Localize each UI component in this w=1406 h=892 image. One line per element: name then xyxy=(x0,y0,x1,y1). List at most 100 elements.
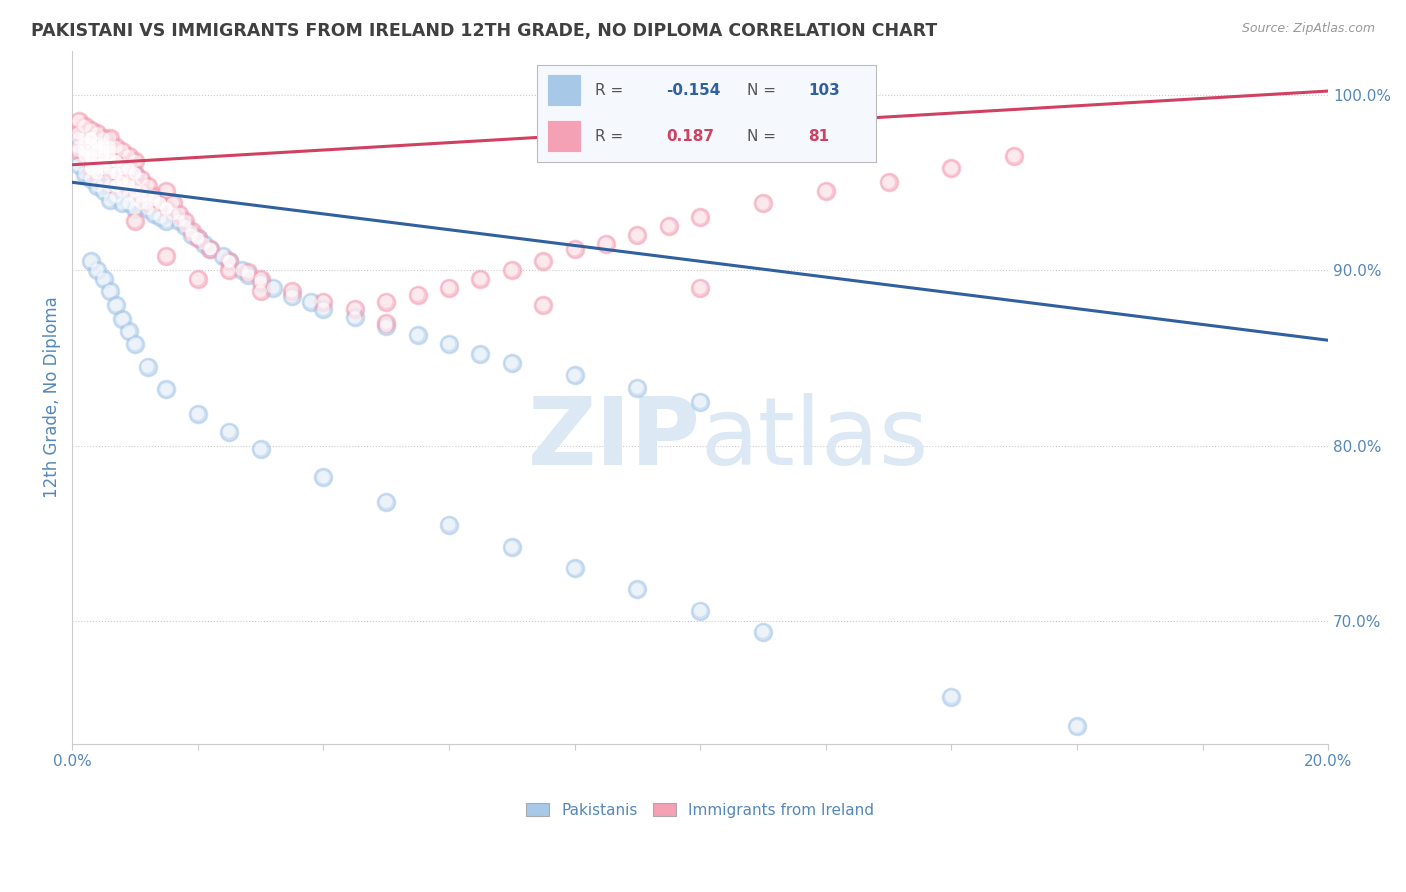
Point xyxy=(98,149,121,163)
Point xyxy=(218,254,240,268)
Point xyxy=(131,196,153,211)
Point xyxy=(80,149,103,163)
Point xyxy=(80,161,103,176)
Point xyxy=(142,189,165,203)
Point xyxy=(105,167,128,181)
Point xyxy=(437,517,460,532)
Point xyxy=(136,202,159,216)
Point xyxy=(626,582,648,597)
Point xyxy=(80,171,103,186)
Point xyxy=(501,356,523,370)
Point xyxy=(218,263,240,277)
Point xyxy=(262,280,284,294)
Point xyxy=(98,154,121,169)
Point xyxy=(231,263,253,277)
Point xyxy=(249,442,271,456)
Point xyxy=(86,178,108,193)
Point xyxy=(118,325,141,339)
Point xyxy=(93,184,115,198)
Point xyxy=(105,178,128,193)
Point xyxy=(136,196,159,211)
Point xyxy=(67,126,90,140)
Point xyxy=(105,154,128,169)
Point xyxy=(124,202,146,216)
Point xyxy=(93,175,115,189)
Point xyxy=(93,161,115,176)
Point xyxy=(111,171,134,186)
Point xyxy=(124,184,146,198)
Point xyxy=(111,175,134,189)
Point xyxy=(73,119,96,133)
Point xyxy=(155,383,177,397)
Point xyxy=(343,301,366,316)
Point xyxy=(752,624,775,639)
Point xyxy=(98,140,121,154)
Point xyxy=(281,284,304,298)
Point xyxy=(167,207,190,221)
Point xyxy=(236,265,259,279)
Point xyxy=(67,126,90,140)
Point xyxy=(501,263,523,277)
Point xyxy=(312,294,335,309)
Point xyxy=(124,193,146,207)
Point xyxy=(470,272,492,286)
Point xyxy=(155,184,177,198)
Point xyxy=(312,470,335,484)
Point xyxy=(941,690,963,704)
Point xyxy=(80,254,103,268)
Point xyxy=(142,189,165,203)
Point xyxy=(200,242,222,256)
Point xyxy=(93,140,115,154)
Point xyxy=(437,517,460,532)
Point xyxy=(162,207,184,221)
Point xyxy=(155,383,177,397)
Point xyxy=(149,211,172,225)
Point xyxy=(118,175,141,189)
Point xyxy=(73,144,96,158)
Point xyxy=(98,144,121,158)
Point xyxy=(124,178,146,193)
Point xyxy=(86,153,108,167)
Text: PAKISTANI VS IMMIGRANTS FROM IRELAND 12TH GRADE, NO DIPLOMA CORRELATION CHART: PAKISTANI VS IMMIGRANTS FROM IRELAND 12T… xyxy=(31,22,938,40)
Point xyxy=(131,171,153,186)
Point xyxy=(626,227,648,242)
Point xyxy=(118,196,141,211)
Point xyxy=(86,126,108,140)
Point xyxy=(375,319,398,334)
Point xyxy=(312,470,335,484)
Point xyxy=(93,131,115,145)
Point xyxy=(124,336,146,351)
Point xyxy=(98,178,121,193)
Point xyxy=(111,184,134,198)
Point xyxy=(111,175,134,189)
Point xyxy=(67,144,90,158)
Point xyxy=(86,140,108,154)
Point xyxy=(626,381,648,395)
Point xyxy=(531,298,554,312)
Point xyxy=(531,254,554,268)
Point xyxy=(437,336,460,351)
Point xyxy=(595,236,617,251)
Point xyxy=(193,236,215,251)
Point xyxy=(80,151,103,165)
Text: ZIP: ZIP xyxy=(527,392,700,485)
Point xyxy=(877,175,900,189)
Point xyxy=(73,119,96,133)
Point xyxy=(187,231,209,245)
Point xyxy=(155,214,177,228)
Point xyxy=(174,214,197,228)
Point xyxy=(142,207,165,221)
Point xyxy=(142,193,165,207)
Point xyxy=(124,202,146,216)
Point xyxy=(98,178,121,193)
Point xyxy=(375,319,398,334)
Point xyxy=(155,202,177,216)
Point xyxy=(470,347,492,361)
Point xyxy=(200,242,222,256)
Point xyxy=(343,310,366,325)
Point xyxy=(124,167,146,181)
Point xyxy=(136,196,159,211)
Point xyxy=(93,272,115,286)
Point xyxy=(437,336,460,351)
Point xyxy=(105,298,128,312)
